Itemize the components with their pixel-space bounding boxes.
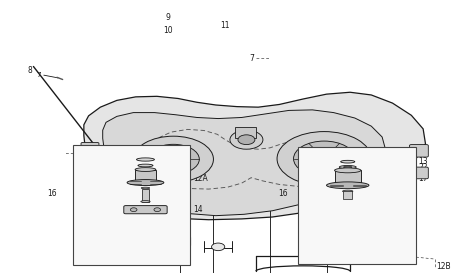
Polygon shape xyxy=(84,92,426,220)
FancyBboxPatch shape xyxy=(81,142,99,155)
Ellipse shape xyxy=(141,201,150,202)
FancyBboxPatch shape xyxy=(410,167,428,179)
Ellipse shape xyxy=(138,164,153,167)
Ellipse shape xyxy=(341,160,355,163)
Ellipse shape xyxy=(344,166,352,168)
Bar xyxy=(73,145,190,265)
Circle shape xyxy=(175,237,186,243)
Text: 12A: 12A xyxy=(194,174,209,183)
Bar xyxy=(298,147,416,264)
Ellipse shape xyxy=(127,179,164,185)
Bar xyxy=(344,191,352,199)
Ellipse shape xyxy=(343,190,353,192)
Text: 13: 13 xyxy=(193,155,202,164)
Circle shape xyxy=(277,132,371,186)
Bar xyxy=(235,127,256,138)
Text: 17: 17 xyxy=(419,174,428,183)
Text: 16: 16 xyxy=(47,189,57,198)
Circle shape xyxy=(169,156,178,162)
Polygon shape xyxy=(103,110,385,216)
Text: 7: 7 xyxy=(249,54,254,63)
Ellipse shape xyxy=(137,158,155,161)
Text: 8: 8 xyxy=(27,66,32,75)
Circle shape xyxy=(133,136,213,182)
Bar xyxy=(135,170,156,182)
FancyBboxPatch shape xyxy=(410,145,428,157)
Ellipse shape xyxy=(339,165,356,169)
Ellipse shape xyxy=(135,168,156,172)
Text: 9: 9 xyxy=(165,13,170,22)
Text: 14: 14 xyxy=(193,205,202,214)
Ellipse shape xyxy=(327,182,369,189)
Circle shape xyxy=(147,144,199,174)
Circle shape xyxy=(211,243,225,251)
FancyBboxPatch shape xyxy=(124,206,167,214)
Text: 22: 22 xyxy=(419,162,428,172)
FancyBboxPatch shape xyxy=(81,166,99,177)
Ellipse shape xyxy=(335,168,361,173)
Text: 11: 11 xyxy=(220,21,229,30)
Circle shape xyxy=(154,208,161,212)
Text: 16: 16 xyxy=(278,189,288,198)
Bar xyxy=(142,189,149,202)
Text: 13: 13 xyxy=(193,160,202,169)
Circle shape xyxy=(309,150,339,167)
Text: 13: 13 xyxy=(419,157,428,166)
Circle shape xyxy=(160,152,187,167)
Bar xyxy=(335,170,361,185)
Text: 12B: 12B xyxy=(436,262,450,271)
Text: 10: 10 xyxy=(164,26,173,35)
Ellipse shape xyxy=(141,187,150,189)
Text: 7: 7 xyxy=(36,72,41,78)
Circle shape xyxy=(293,141,355,176)
Circle shape xyxy=(319,155,330,162)
Circle shape xyxy=(238,135,255,145)
Circle shape xyxy=(130,208,137,212)
Circle shape xyxy=(230,130,263,149)
